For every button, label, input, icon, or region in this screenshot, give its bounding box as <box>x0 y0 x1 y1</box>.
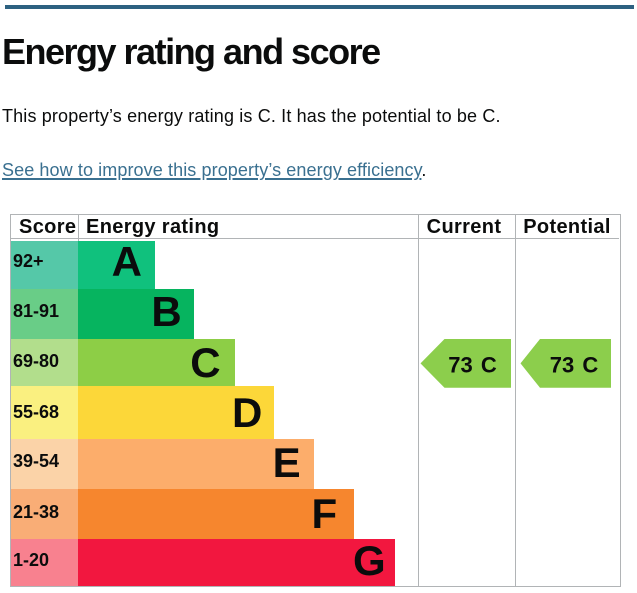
svg-text:73 C: 73 C <box>550 352 599 377</box>
svg-text:73 C: 73 C <box>448 352 497 377</box>
